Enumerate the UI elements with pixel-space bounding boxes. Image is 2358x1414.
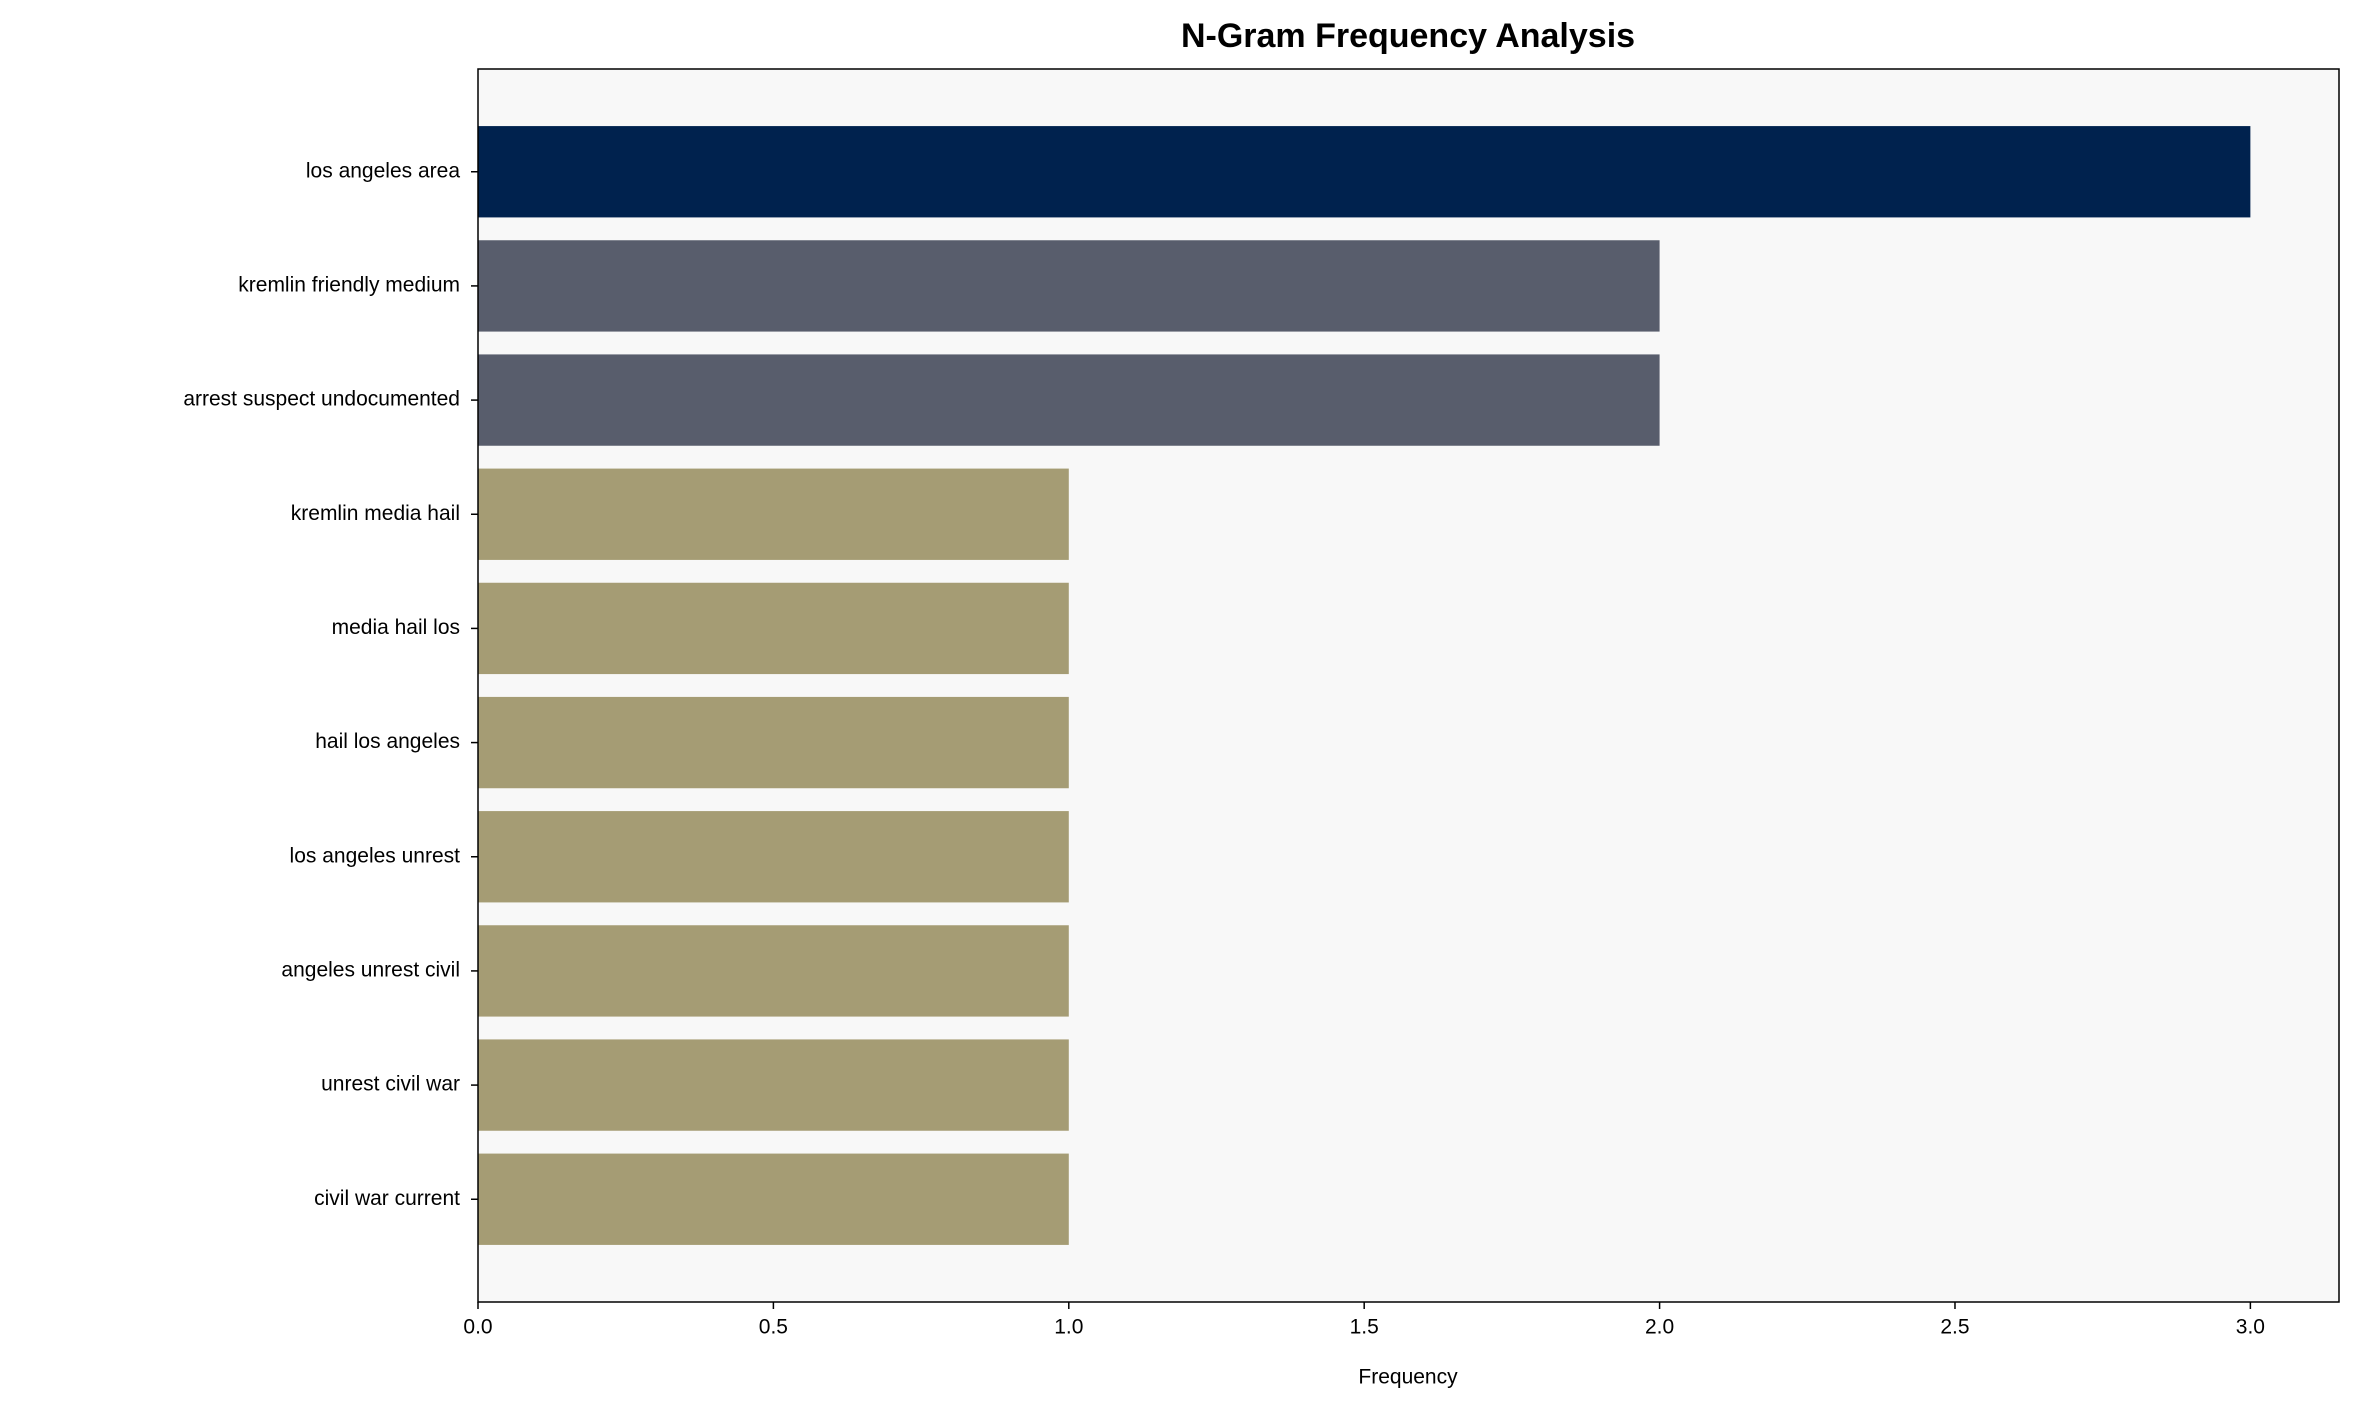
y-tick-label: hail los angeles [315,730,460,753]
y-tick-label: los angeles unrest [290,844,461,867]
bar [478,696,1069,789]
bar [478,1039,1069,1131]
y-tick-label: civil war current [314,1187,460,1210]
bar [478,354,1660,446]
bar [478,1153,1069,1245]
y-tick-label: los angeles area [306,159,460,182]
bar [478,925,1069,1017]
y-tick-label: kremlin friendly medium [238,273,460,296]
x-tick-label: 1.5 [1350,1316,1379,1339]
bar [478,126,2251,218]
x-tick-label: 0.0 [463,1316,492,1339]
bar [478,582,1069,675]
x-tick-label: 1.0 [1054,1316,1083,1339]
bar [478,468,1069,560]
x-tick-label: 2.0 [1645,1316,1674,1339]
chart-title: N-Gram Frequency Analysis [1181,17,1635,55]
y-tick-label: media hail los [332,616,460,639]
bar [478,811,1069,903]
y-tick-label: kremlin media hail [291,502,460,525]
x-tick-label: 2.5 [1940,1316,1969,1339]
y-tick-label: arrest suspect undocumented [183,388,460,411]
x-tick-label: 3.0 [2236,1316,2265,1339]
y-tick-label: unrest civil war [321,1073,460,1096]
x-axis-label: Frequency [1358,1366,1458,1389]
x-tick-label: 0.5 [759,1316,788,1339]
bar [478,240,1660,332]
plot-frame [477,68,2340,1303]
y-tick-label: angeles unrest civil [281,958,460,981]
